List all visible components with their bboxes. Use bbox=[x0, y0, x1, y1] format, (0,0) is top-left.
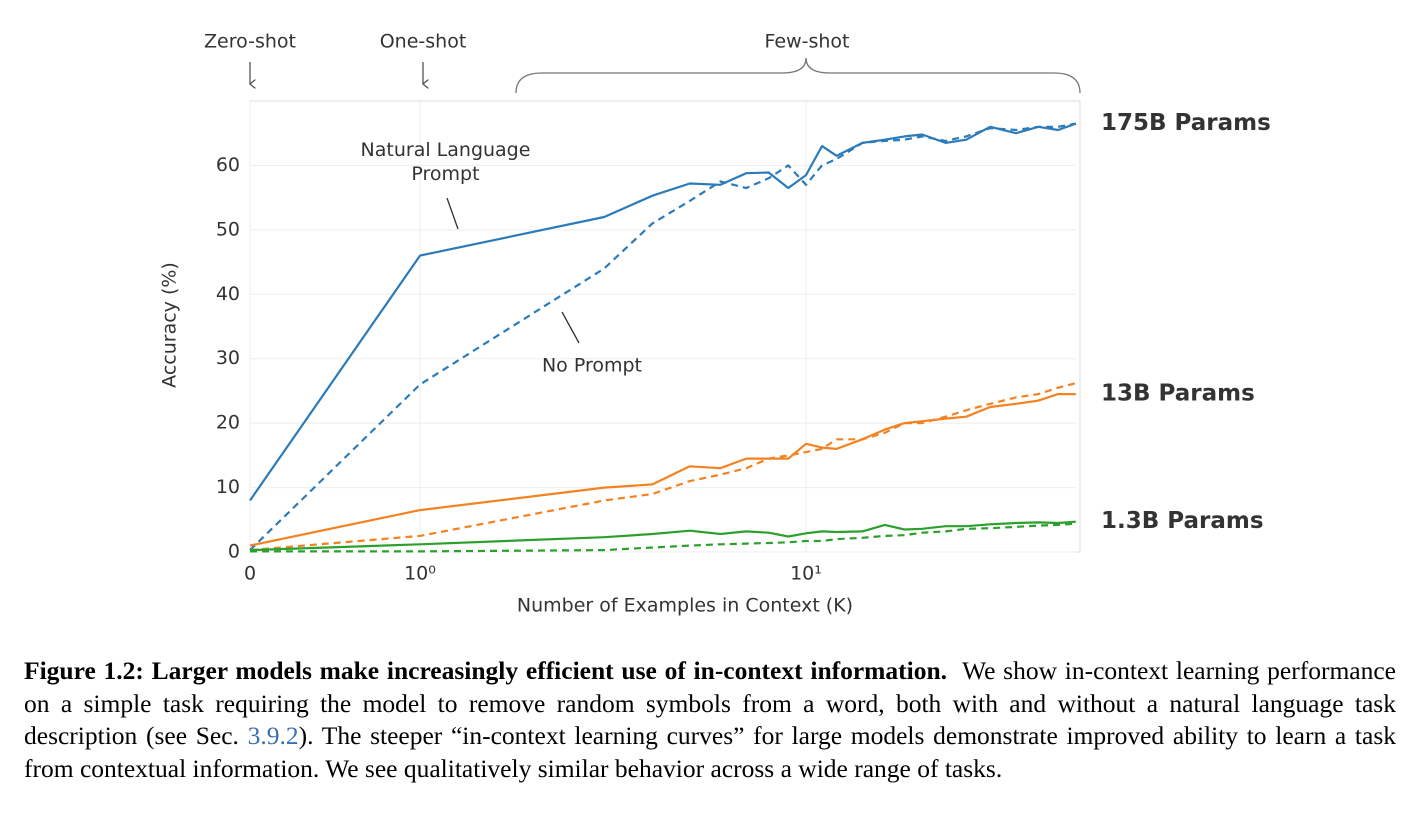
caption-text: We show in-context learning performance … bbox=[24, 656, 1397, 750]
y-axis-label: Accuracy (%) bbox=[159, 262, 181, 388]
caption-title: Larger models make increasingly efficien… bbox=[151, 656, 948, 685]
zero-shot-label: Zero-shot bbox=[204, 31, 296, 53]
y-tick-label: 50 bbox=[216, 218, 240, 240]
no-prompt-line bbox=[249, 122, 1076, 551]
lines bbox=[249, 122, 1077, 553]
x-tick-label: 10¹ bbox=[790, 563, 822, 585]
caption-label: Figure 1.2: bbox=[24, 656, 144, 685]
y-tick-label: 20 bbox=[216, 412, 240, 434]
series-label: 13B Params bbox=[1101, 381, 1255, 407]
pointer bbox=[446, 197, 459, 230]
caption: Figure 1.2: Larger models make increasin… bbox=[24, 655, 1396, 785]
caption-ref[interactable]: 3.9.2 bbox=[247, 721, 299, 750]
x-axis-label: Number of Examples in Context (K) bbox=[517, 595, 853, 617]
y-tick-label: 30 bbox=[216, 347, 240, 369]
no-prompt-label: No Prompt bbox=[542, 355, 642, 377]
brace bbox=[515, 57, 1081, 94]
one-shot-label: One-shot bbox=[380, 31, 467, 53]
x-tick-label: 10⁰ bbox=[404, 563, 436, 585]
chart: Zero-shot One-shot Few-shot No Prompt Nu… bbox=[159, 31, 1271, 617]
few-shot-label: Few-shot bbox=[765, 31, 850, 53]
series-label: 1.3B Params bbox=[1101, 508, 1264, 534]
y-tick-label: 40 bbox=[216, 283, 240, 305]
prompt-line bbox=[249, 520, 1076, 552]
prompt-line bbox=[249, 393, 1076, 547]
no-prompt-line bbox=[250, 522, 1076, 553]
y-tick-label: 60 bbox=[216, 154, 240, 176]
series-label: 175B Params bbox=[1101, 110, 1271, 136]
no-prompt-line bbox=[249, 382, 1077, 552]
pointer bbox=[561, 311, 580, 344]
grid bbox=[249, 101, 1076, 553]
prompt-label: Natural Language Prompt bbox=[360, 139, 531, 185]
y-tick-label: 10 bbox=[216, 476, 240, 498]
x-tick-label: 0 bbox=[244, 563, 256, 585]
caption-text: ). The steeper “in-context learning curv… bbox=[24, 721, 1396, 783]
y-tick-label: 0 bbox=[228, 541, 240, 563]
